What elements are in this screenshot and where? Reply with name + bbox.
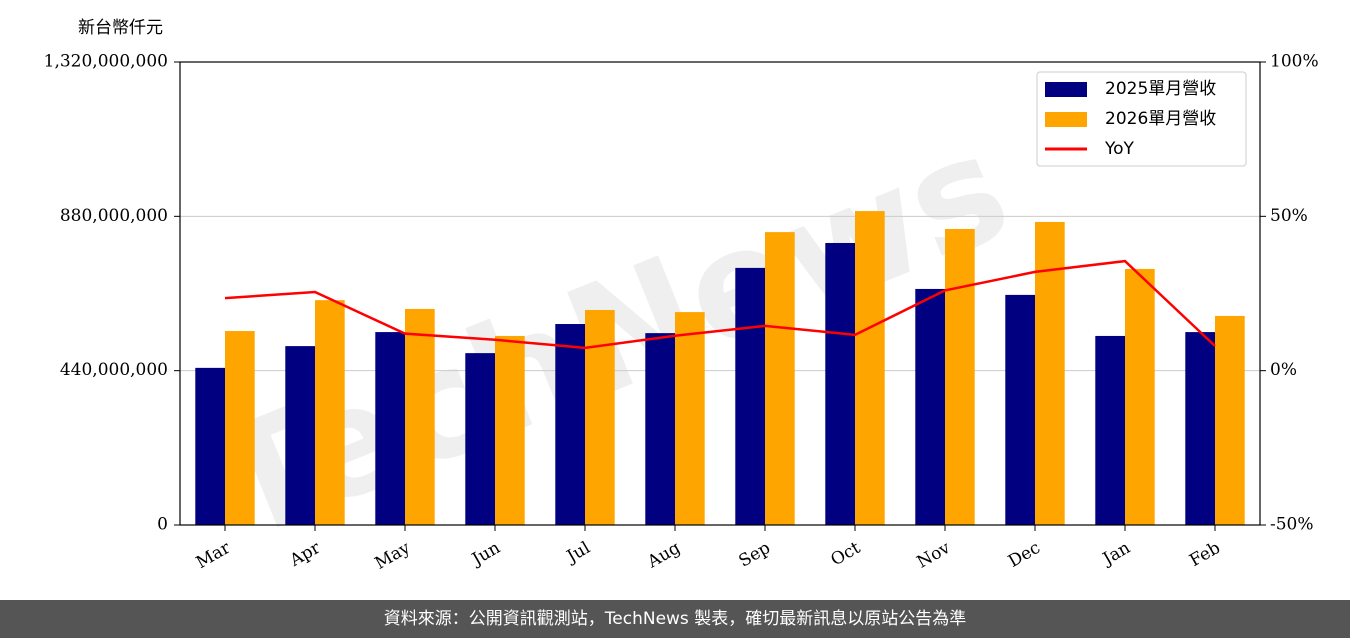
x-tick-label: Jan xyxy=(1098,538,1134,570)
x-tick-label: Aug xyxy=(643,538,684,573)
y-tick-label: 0 xyxy=(157,515,168,535)
bar xyxy=(1035,221,1065,526)
x-tick-label: Jul xyxy=(562,538,594,568)
legend-label: 2026單月營收 xyxy=(1105,109,1216,129)
bar xyxy=(1095,335,1125,525)
y2-tick-label: 0% xyxy=(1270,360,1297,380)
bar xyxy=(375,332,405,525)
bar xyxy=(915,288,945,525)
x-tick-label: Nov xyxy=(914,538,954,573)
bar xyxy=(285,346,315,525)
bar xyxy=(225,331,255,525)
legend-label: 2025單月營收 xyxy=(1105,79,1216,99)
bar xyxy=(1005,294,1035,525)
plot-frame xyxy=(179,61,1261,526)
bar xyxy=(315,300,345,525)
bar xyxy=(465,353,495,525)
bar xyxy=(825,242,855,525)
legend-swatch xyxy=(1045,112,1087,127)
bar xyxy=(855,211,885,526)
bar xyxy=(195,367,225,525)
y2-tick-label: 100% xyxy=(1270,52,1319,72)
footer: 資料來源：公開資訊觀測站，TechNews 製表，確切最新訊息以原站公告為準 xyxy=(0,600,1350,638)
bar xyxy=(675,312,705,525)
x-tick-label: Feb xyxy=(1186,538,1224,571)
y2-tick-label: -50% xyxy=(1270,515,1314,535)
legend-label: YoY xyxy=(1104,139,1135,159)
chart: TechNews 新台幣仟元 0440,000,000880,000,0001,… xyxy=(44,18,1319,574)
bar xyxy=(735,267,765,525)
yoy-line xyxy=(224,259,1216,350)
x-tick-label: Jun xyxy=(467,538,504,571)
y-tick-label: 880,000,000 xyxy=(60,206,168,226)
x-tick-label: Mar xyxy=(193,537,235,573)
y-tick-label: 440,000,000 xyxy=(60,360,168,380)
y-unit-label: 新台幣仟元 xyxy=(78,18,163,38)
bar xyxy=(765,232,795,525)
bar xyxy=(645,333,675,525)
bar xyxy=(405,308,435,525)
x-tick-label: May xyxy=(372,538,415,574)
legend-box xyxy=(1036,71,1247,167)
bar xyxy=(555,324,585,525)
legend-swatch xyxy=(1045,82,1087,97)
x-tick-label: Oct xyxy=(828,538,864,571)
x-tick-label: Sep xyxy=(736,538,774,572)
x-tick-label: Dec xyxy=(1005,538,1044,572)
y-tick-label: 1,320,000,000 xyxy=(44,52,168,72)
bar xyxy=(585,309,615,525)
bar xyxy=(945,228,975,525)
bar xyxy=(1125,268,1155,525)
y2-tick-label: 50% xyxy=(1270,206,1308,226)
bar xyxy=(1185,332,1215,525)
bar xyxy=(1215,315,1245,525)
bar xyxy=(495,335,525,525)
